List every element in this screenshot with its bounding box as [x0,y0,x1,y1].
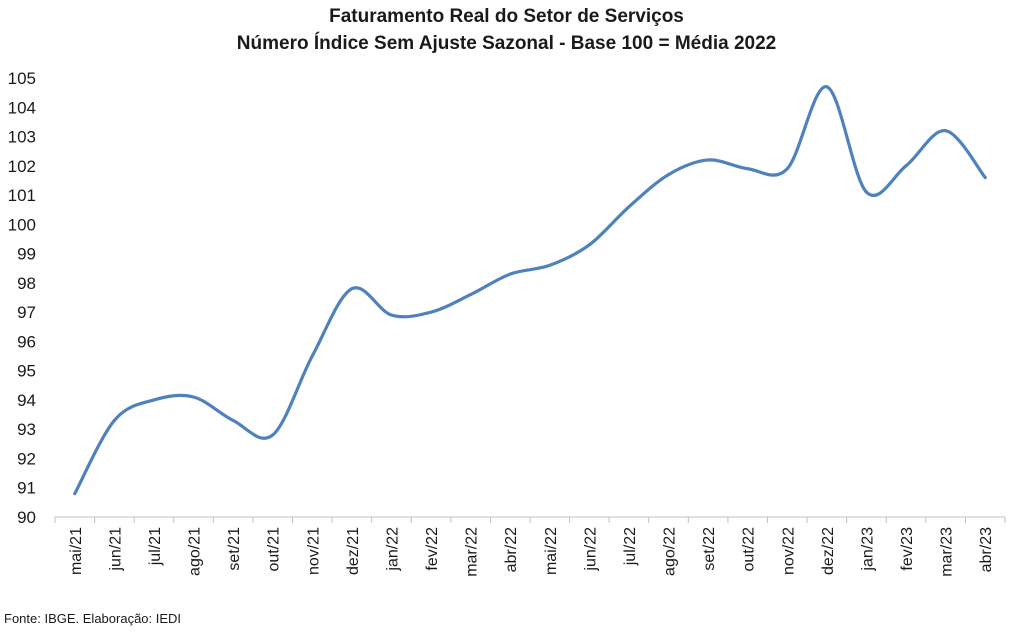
y-tick-label: 103 [8,128,36,147]
series-group [73,85,987,496]
data-point [864,190,868,194]
x-tick-label: abr/22 [503,527,520,572]
y-tick-label: 102 [8,157,36,176]
y-tick-label: 91 [17,479,36,498]
x-tick-label: jul/21 [147,527,164,566]
data-point [389,313,393,317]
data-point [73,492,77,496]
y-tick-label: 104 [8,98,36,117]
x-tick-label: mai/21 [68,527,85,575]
series-line [73,85,987,496]
data-point [271,433,275,437]
data-point [192,395,196,399]
x-tick-label: dez/21 [345,527,362,575]
data-point [944,129,948,133]
x-tick-label: jun/22 [582,527,599,572]
data-point [785,167,789,171]
data-point [746,167,750,171]
data-point [469,293,473,297]
x-tick-label: mar/22 [464,527,481,577]
y-tick-label: 96 [17,332,36,351]
x-axis-ticks: mai/21 jun/21 jul/21 ago/21 set/21 out/21 nov/… [68,527,995,577]
x-tick-label: jun/21 [107,527,124,572]
y-tick-label: 105 [8,69,36,88]
x-tick-label: fev/23 [899,527,916,571]
data-point [587,243,591,247]
x-tick-label: fev/22 [424,527,441,571]
data-point [508,272,512,276]
source-note: Fonte: IBGE. Elaboração: IEDI [4,611,182,626]
y-tick-label: 100 [8,215,36,234]
y-tick-label: 99 [17,245,36,264]
x-tick-label: out/21 [266,527,283,572]
data-point [310,354,314,358]
data-point [904,164,908,168]
x-tick-label: ago/21 [187,527,204,576]
data-point [667,173,671,177]
y-tick-label: 94 [17,391,36,410]
data-point [350,287,354,291]
y-tick-label: 98 [17,274,36,293]
x-tick-label: nov/21 [305,527,322,575]
chart-title: Faturamento Real do Setor de Serviços [329,6,684,27]
data-point [112,418,116,422]
x-tick-label: dez/22 [820,527,837,575]
data-point [429,310,433,314]
y-tick-label: 92 [17,449,36,468]
x-tick-label: jul/22 [622,527,639,566]
y-axis-ticks: 90 91 92 93 94 95 96 97 98 99 100 101 102 103 104 105 [8,69,36,527]
x-tick-label: ago/22 [662,527,679,576]
y-tick-label: 95 [17,362,36,381]
data-point [983,176,987,180]
x-tick-label: out/22 [741,527,758,572]
y-tick-label: 97 [17,303,36,322]
axes [54,516,1006,523]
chart-subtitle: Número Índice Sem Ajuste Sazonal - Base … [236,33,777,54]
y-tick-label: 101 [8,186,36,205]
x-tick-label: set/21 [226,527,243,571]
data-point [627,205,631,209]
y-tick-label: 93 [17,420,36,439]
data-point [548,263,552,267]
x-tick-label: mai/22 [543,527,560,575]
x-tick-label: mar/23 [939,527,956,577]
x-tick-label: set/22 [701,527,718,571]
x-tick-label: jan/22 [384,527,401,572]
data-point [152,398,156,402]
data-point [706,158,710,162]
data-point [825,85,829,89]
y-tick-label: 90 [17,508,36,527]
x-tick-label: nov/22 [780,527,797,575]
x-tick-label: abr/23 [978,527,995,572]
x-tick-label: jan/23 [859,527,876,572]
data-point [231,418,235,422]
